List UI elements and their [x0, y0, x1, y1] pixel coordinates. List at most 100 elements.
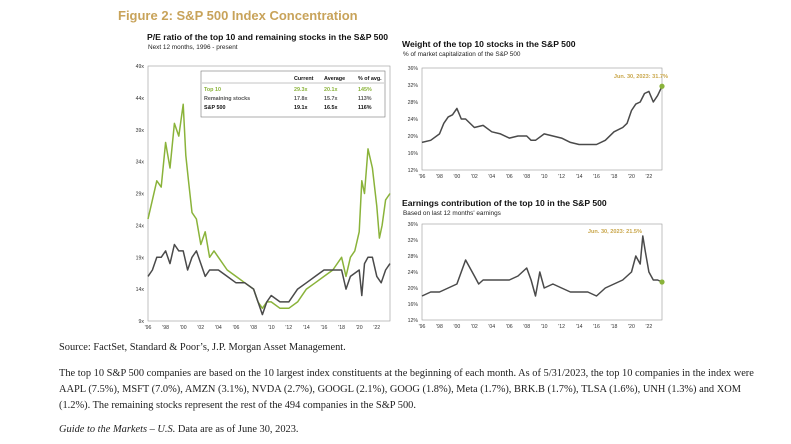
weight-annotation: Jun. 30, 2023: 31.7% [614, 74, 668, 80]
weight-x-tick-label: '12 [558, 174, 565, 180]
earnings-y-tick-label: 20% [408, 286, 419, 292]
weight-y-tick-label: 36% [408, 66, 419, 72]
pe-legend-row-label: Top 10 [204, 87, 221, 93]
earnings-x-tick-label: '12 [558, 324, 565, 330]
pe-x-tick-label: '12 [285, 325, 292, 331]
pe-series-line-1 [147, 103, 391, 310]
earnings-y-tick-label: 24% [408, 270, 419, 276]
weight-y-tick-label: 20% [408, 134, 419, 140]
pe-legend-row-pct: 145% [358, 87, 372, 93]
pe-legend-row-average: 16.5x [324, 105, 338, 111]
left-chart-subtitle: Next 12 months, 1996 - present [148, 44, 238, 51]
guide-italic: Guide to the Markets – U.S. [59, 424, 176, 435]
earnings-x-tick-label: '02 [471, 324, 478, 330]
earnings-y-tick-label: 36% [408, 222, 419, 228]
weight-x-tick-label: '16 [593, 174, 600, 180]
pe-x-tick-label: '18 [338, 325, 345, 331]
earnings-x-tick-label: '98 [436, 324, 443, 330]
pe-legend-table-box [200, 70, 386, 118]
guide-rest: Data are as of June 30, 2023. [175, 424, 299, 435]
pe-legend-row-pct: 113% [358, 96, 372, 102]
pe-legend-row-current: 19.1x [294, 105, 308, 111]
pe-x-tick-label: '96 [145, 325, 152, 331]
earnings-endpoint-marker [659, 279, 665, 285]
earnings-x-tick-label: '10 [541, 324, 548, 330]
pe-x-tick-label: '06 [233, 325, 240, 331]
earnings-x-tick-label: '18 [611, 324, 618, 330]
earnings-x-tick-label: '14 [576, 324, 583, 330]
pe-x-tick-label: '20 [356, 325, 363, 331]
weight-series-line-1 [421, 85, 663, 146]
weight-x-tick-label: '96 [419, 174, 426, 180]
pe-y-tick-label: 39x [136, 128, 145, 134]
earnings-plot-frame [421, 223, 663, 321]
weight-endpoint-marker [659, 83, 665, 89]
weight-y-tick-label: 28% [408, 100, 419, 106]
figure-title: Figure 2: S&P 500 Index Concentration [118, 8, 358, 23]
source-text: Source: FactSet, Standard & Poor’s, J.P.… [59, 342, 346, 353]
weight-x-tick-label: '10 [541, 174, 548, 180]
weight-chart-title: Weight of the top 10 stocks in the S&P 5… [402, 39, 576, 49]
pe-y-tick-label: 24x [136, 223, 145, 229]
pe-legend-header: Current [294, 76, 314, 82]
earnings-x-tick-label: '16 [593, 324, 600, 330]
earnings-x-tick-label: '96 [419, 324, 426, 330]
earnings-y-tick-label: 12% [408, 318, 419, 324]
earnings-y-tick-label: 28% [408, 254, 419, 260]
weight-y-tick-label: 32% [408, 83, 419, 89]
pe-legend-header: % of avg. [358, 76, 382, 82]
pe-x-tick-label: '08 [250, 325, 257, 331]
pe-y-tick-label: 44x [136, 96, 145, 102]
pe-y-tick-label: 34x [136, 160, 145, 166]
weight-y-tick-label: 16% [408, 151, 419, 157]
pe-legend-row-pct: 116% [358, 105, 372, 111]
weight-x-tick-label: '98 [436, 174, 443, 180]
weight-x-tick-label: '08 [523, 174, 530, 180]
earnings-series-line-1 [421, 235, 663, 297]
pe-x-tick-label: '10 [268, 325, 275, 331]
pe-x-tick-label: '02 [197, 325, 204, 331]
pe-legend-row-average: 15.7x [324, 96, 338, 102]
weight-x-tick-label: '04 [488, 174, 495, 180]
earnings-chart-title: Earnings contribution of the top 10 in t… [402, 198, 607, 208]
weight-x-tick-label: '22 [646, 174, 653, 180]
earnings-chart-subtitle: Based on last 12 months' earnings [403, 210, 501, 217]
pe-y-tick-label: 9x [139, 319, 145, 325]
earnings-y-tick-label: 32% [408, 238, 419, 244]
weight-chart: 12% 16% 20% 24% 28% 32% 36% '96 '98 '00 '02 '04 '06 '… [408, 66, 668, 180]
earnings-x-tick-label: '04 [488, 324, 495, 330]
pe-y-tick-label: 14x [136, 287, 145, 293]
pe-y-tick-label: 19x [136, 255, 145, 261]
pe-y-tick-label: 29x [136, 192, 145, 198]
weight-chart-subtitle: % of market capitalization of the S&P 50… [403, 51, 521, 58]
footnote-text: The top 10 S&P 500 companies are based o… [59, 368, 754, 411]
weight-x-tick-label: '02 [471, 174, 478, 180]
weight-y-tick-label: 12% [408, 168, 419, 174]
weight-x-tick-label: '14 [576, 174, 583, 180]
pe-legend-row-current: 29.3x [294, 87, 308, 93]
earnings-x-tick-label: '22 [646, 324, 653, 330]
pe-legend-header: Average [324, 76, 345, 82]
pe-x-tick-label: '22 [373, 325, 380, 331]
earnings-x-tick-label: '00 [454, 324, 461, 330]
pe-legend-row-average: 20.1x [324, 87, 338, 93]
left-chart-title: P/E ratio of the top 10 and remaining st… [147, 32, 389, 42]
pe-ratio-chart: 9x 14x 19x 24x 29x 34x 39x 44x 49x '96 '98 '00 '02 '0… [136, 64, 391, 331]
earnings-y-tick-label: 16% [408, 302, 419, 308]
pe-x-tick-label: '98 [162, 325, 169, 331]
weight-x-tick-label: '18 [611, 174, 618, 180]
pe-x-tick-label: '04 [215, 325, 222, 331]
guide-note: Guide to the Markets – U.S. Data are as … [59, 424, 299, 435]
earnings-x-tick-label: '20 [628, 324, 635, 330]
weight-x-tick-label: '06 [506, 174, 513, 180]
pe-legend-row-current: 17.8x [294, 96, 308, 102]
earnings-annotation: Jun. 30, 2023: 21.5% [588, 229, 642, 235]
earnings-x-tick-label: '06 [506, 324, 513, 330]
earnings-x-tick-label: '08 [523, 324, 530, 330]
weight-x-tick-label: '20 [628, 174, 635, 180]
pe-y-tick-label: 49x [136, 64, 145, 70]
pe-series-line-2 [147, 243, 391, 316]
pe-x-tick-label: '00 [180, 325, 187, 331]
weight-y-tick-label: 24% [408, 117, 419, 123]
pe-legend-row-label: Remaining stocks [204, 96, 250, 102]
